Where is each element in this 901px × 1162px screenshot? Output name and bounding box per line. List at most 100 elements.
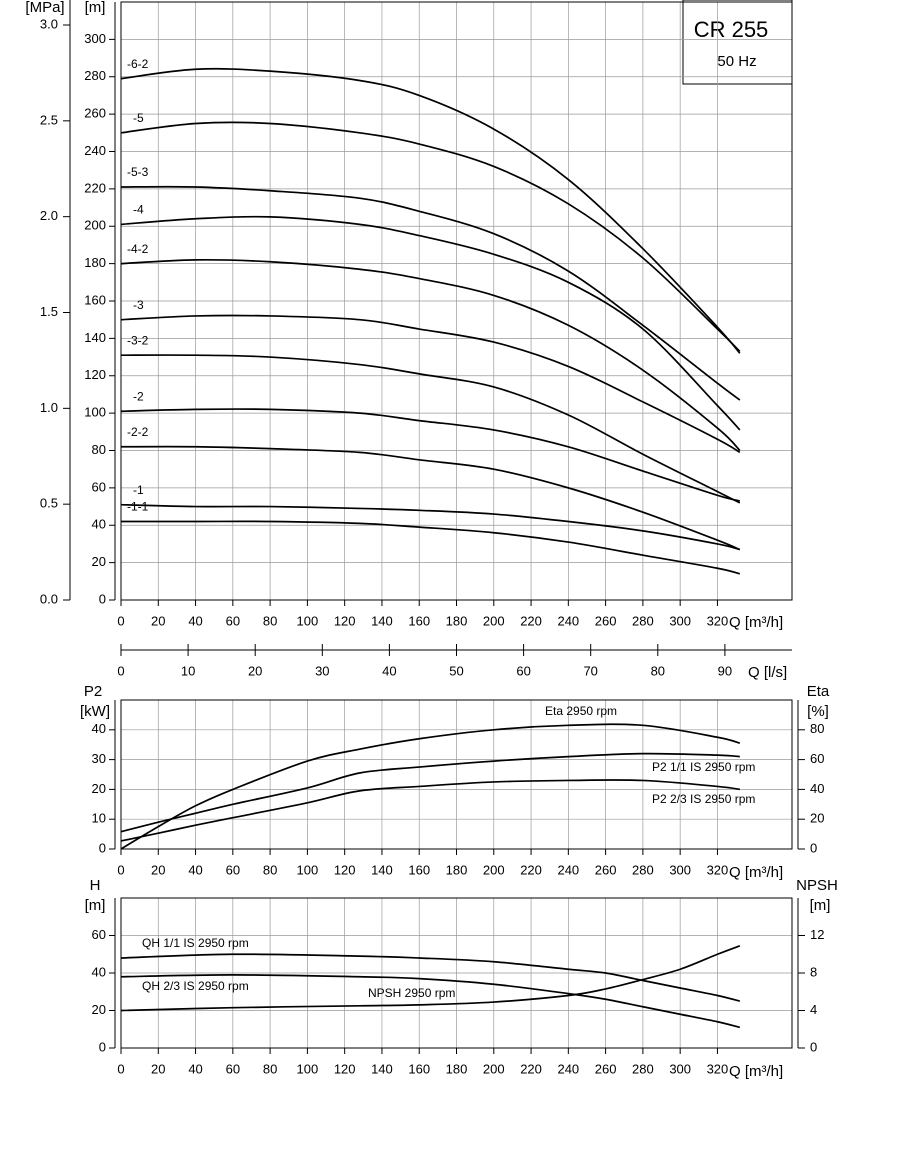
- y-tick-label: 30: [92, 751, 106, 766]
- curve: [120, 121, 741, 353]
- plot-frame: [120, 1, 793, 601]
- y2-tick-label: 40: [810, 781, 824, 796]
- series-label: QH 2/3 IS 2950 rpm: [142, 979, 249, 993]
- x-tick-label: 160: [408, 862, 430, 877]
- x-tick-label: 140: [371, 613, 393, 628]
- x-tick-label: 220: [520, 1061, 542, 1076]
- x-tick-label: 240: [557, 613, 579, 628]
- x-tick-label: 80: [263, 1061, 277, 1076]
- x-tick-label: 40: [188, 1061, 202, 1076]
- curve: [120, 354, 741, 504]
- y2-tick-label: 2.0: [40, 208, 58, 223]
- y-tick-label: 0: [99, 840, 106, 855]
- x2-tick-label: 80: [651, 663, 665, 678]
- x2-tick-label: 90: [718, 663, 732, 678]
- x-tick-label: 120: [334, 1061, 356, 1076]
- y-tick-label: 300: [84, 31, 106, 46]
- x-tick-label: 20: [151, 1061, 165, 1076]
- x-tick-label: 240: [557, 862, 579, 877]
- y-tick-label: 280: [84, 68, 106, 83]
- y2-tick-label: 0: [810, 1039, 817, 1054]
- curve: [121, 520, 741, 575]
- axis-label: Q [m³/h]: [729, 614, 783, 631]
- x-tick-label: 200: [483, 862, 505, 877]
- series-label: P2 2/3 IS 2950 rpm: [652, 792, 755, 806]
- y-tick-label: 40: [92, 964, 106, 979]
- curve: [120, 752, 740, 833]
- y-tick-label: 240: [84, 143, 106, 158]
- axis-label: [m]: [810, 897, 831, 914]
- x2-tick-label: 50: [449, 663, 463, 678]
- y-tick-label: 100: [84, 405, 106, 420]
- curve: [120, 67, 741, 354]
- y2-tick-label: 0.0: [40, 591, 58, 606]
- x-tick-label: 180: [446, 862, 468, 877]
- axis-label: [kW]: [80, 703, 110, 720]
- chart-title: CR 255: [694, 17, 769, 42]
- curve: [120, 945, 741, 1012]
- x-tick-label: 180: [446, 1061, 468, 1076]
- axis-label: [m]: [85, 0, 106, 16]
- x-tick-label: 60: [226, 613, 240, 628]
- x-tick-label: 320: [707, 613, 729, 628]
- x2-tick-label: 0: [117, 663, 124, 678]
- axis-label: P2: [84, 683, 102, 700]
- x-tick-label: 280: [632, 862, 654, 877]
- curve: [120, 445, 741, 551]
- curve: [120, 503, 741, 551]
- y-tick-label: 180: [84, 255, 106, 270]
- y-tick-label: 60: [92, 479, 106, 494]
- x-tick-label: 260: [595, 613, 617, 628]
- axis-label: Eta: [807, 683, 830, 700]
- x-tick-label: 100: [297, 613, 319, 628]
- plot-frame: [120, 897, 793, 1049]
- x-tick-label: 220: [520, 613, 542, 628]
- x-tick-label: 40: [188, 613, 202, 628]
- x-tick-label: 200: [483, 613, 505, 628]
- series-label: -2-2: [127, 425, 149, 439]
- x-tick-label: 20: [151, 613, 165, 628]
- series-label: -6-2: [127, 57, 149, 71]
- x-tick-label: 120: [334, 613, 356, 628]
- x-tick-label: 120: [334, 862, 356, 877]
- axis-label: Q [m³/h]: [729, 1063, 783, 1080]
- y-tick-label: 0: [99, 591, 106, 606]
- y-tick-label: 140: [84, 330, 106, 345]
- y2-tick-label: 60: [810, 751, 824, 766]
- y-tick-label: 120: [84, 367, 106, 382]
- series-label: QH 1/1 IS 2950 rpm: [142, 936, 249, 950]
- axis-label: H: [90, 877, 101, 894]
- x-tick-label: 180: [446, 613, 468, 628]
- plot-frame: [120, 699, 793, 850]
- x2-axis-label: Q [l/s]: [748, 664, 787, 681]
- y2-tick-label: 4: [810, 1002, 817, 1017]
- x-tick-label: 20: [151, 862, 165, 877]
- x-tick-label: 260: [595, 1061, 617, 1076]
- series-label: -3: [133, 298, 144, 312]
- y-tick-label: 260: [84, 106, 106, 121]
- series-label: NPSH 2950 rpm: [368, 986, 455, 1000]
- y2-tick-label: 0: [810, 840, 817, 855]
- x2-tick-label: 70: [583, 663, 597, 678]
- y2-tick-label: 80: [810, 721, 824, 736]
- y-tick-label: 80: [92, 442, 106, 457]
- x-tick-label: 280: [632, 1061, 654, 1076]
- curve: [120, 953, 741, 1002]
- curve: [120, 185, 741, 401]
- y-tick-label: 0: [99, 1039, 106, 1054]
- series-label: -3-2: [127, 333, 149, 347]
- x2-tick-label: 40: [382, 663, 396, 678]
- x-tick-label: 0: [117, 862, 124, 877]
- y-tick-label: 20: [92, 554, 106, 569]
- x-tick-label: 300: [669, 1061, 691, 1076]
- curve: [120, 723, 741, 850]
- x-tick-label: 220: [520, 862, 542, 877]
- x-tick-label: 160: [408, 1061, 430, 1076]
- y-tick-label: 40: [92, 517, 106, 532]
- curve: [120, 974, 741, 1029]
- y2-tick-label: 2.5: [40, 112, 58, 127]
- curve: [120, 215, 741, 431]
- x-tick-label: 140: [371, 1061, 393, 1076]
- x-tick-label: 100: [297, 862, 319, 877]
